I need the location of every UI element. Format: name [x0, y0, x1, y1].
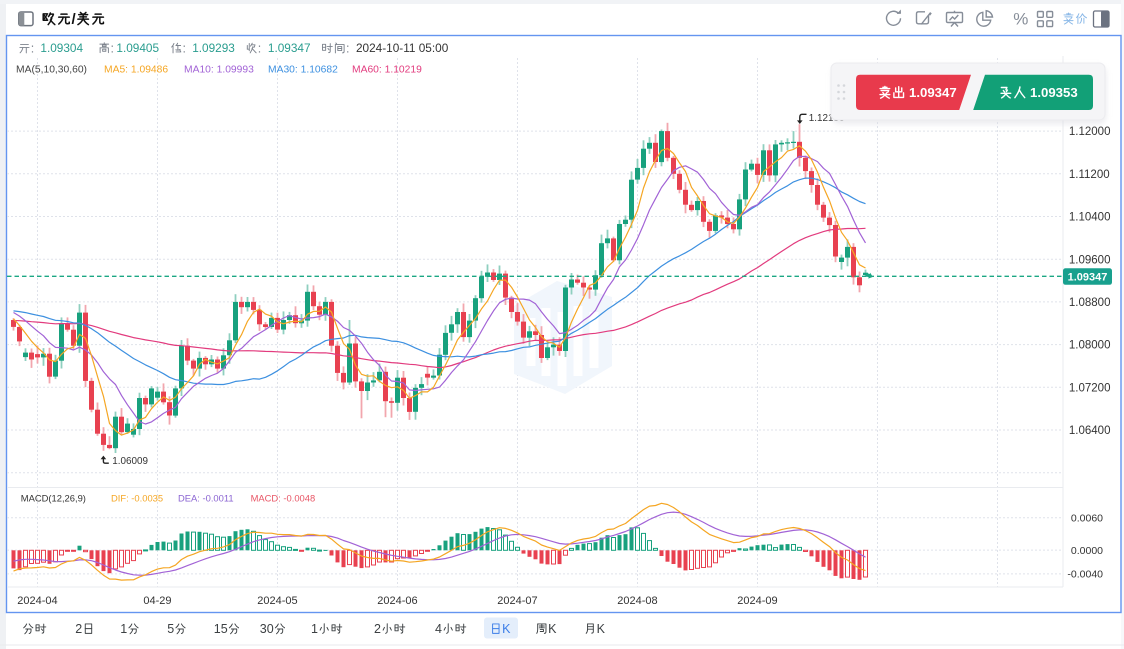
- svg-text::: :: [258, 41, 261, 55]
- svg-text:K: K: [548, 622, 557, 636]
- svg-text:MA(5,10,30,60): MA(5,10,30,60): [16, 65, 87, 76]
- svg-text:1: 1: [120, 622, 127, 636]
- svg-text::: :: [346, 41, 349, 55]
- svg-text:04-29: 04-29: [143, 595, 171, 607]
- svg-text:K: K: [502, 622, 511, 636]
- svg-text:1.12138: 1.12138: [809, 113, 845, 124]
- svg-text:1.06400: 1.06400: [1069, 425, 1111, 437]
- svg-text:1.08000: 1.08000: [1069, 340, 1111, 352]
- svg-text:MACD(12,26,9): MACD(12,26,9): [21, 492, 86, 503]
- svg-text::: :: [31, 41, 34, 55]
- svg-text:2024-05: 2024-05: [257, 595, 297, 607]
- svg-text:MA60: 1.10219: MA60: 1.10219: [352, 65, 422, 76]
- svg-text:1.09405: 1.09405: [116, 41, 159, 55]
- svg-text:DIF: -0.0035: DIF: -0.0035: [111, 492, 163, 503]
- svg-text:MA10: 1.09993: MA10: 1.09993: [184, 65, 254, 76]
- svg-text:0.0000: 0.0000: [1071, 545, 1103, 557]
- svg-text:2: 2: [75, 622, 82, 636]
- svg-text:1.09304: 1.09304: [40, 41, 83, 55]
- svg-text:2024-06: 2024-06: [377, 595, 417, 607]
- svg-text:1: 1: [311, 622, 318, 636]
- svg-text:/: /: [72, 11, 77, 28]
- svg-text:1.06009: 1.06009: [112, 456, 148, 467]
- svg-text:2: 2: [374, 622, 381, 636]
- svg-text:4: 4: [435, 622, 442, 636]
- svg-text:1.11200: 1.11200: [1069, 169, 1110, 181]
- svg-text::: :: [111, 41, 114, 55]
- svg-text:1.08800: 1.08800: [1069, 297, 1111, 309]
- svg-text:1.12000: 1.12000: [1069, 126, 1111, 138]
- svg-text:2024-09: 2024-09: [737, 595, 777, 607]
- svg-text:15: 15: [214, 622, 228, 636]
- svg-text:MA5: 1.09486: MA5: 1.09486: [104, 65, 168, 76]
- svg-text:%: %: [1013, 9, 1028, 28]
- svg-text:1.10400: 1.10400: [1069, 212, 1111, 224]
- svg-text:-0.0040: -0.0040: [1067, 569, 1103, 581]
- svg-text:MA30: 1.10682: MA30: 1.10682: [268, 65, 338, 76]
- svg-text:0.0060: 0.0060: [1071, 513, 1103, 525]
- svg-text:1.09600: 1.09600: [1069, 254, 1111, 266]
- svg-text:30: 30: [260, 622, 274, 636]
- svg-text:2024-08: 2024-08: [617, 595, 657, 607]
- svg-text:2024-07: 2024-07: [497, 595, 537, 607]
- svg-text:1.09347: 1.09347: [1068, 272, 1108, 284]
- svg-text:1.09347: 1.09347: [909, 85, 957, 100]
- svg-text:MACD: -0.0048: MACD: -0.0048: [251, 492, 316, 503]
- svg-text:5: 5: [167, 622, 174, 636]
- svg-text::: :: [183, 41, 186, 55]
- svg-text:DEA: -0.0011: DEA: -0.0011: [178, 492, 234, 503]
- svg-text:K: K: [597, 622, 606, 636]
- svg-text:1.09353: 1.09353: [1030, 85, 1078, 100]
- svg-text:1.09293: 1.09293: [192, 41, 235, 55]
- svg-text:1.09347: 1.09347: [268, 41, 311, 55]
- svg-text:1.07200: 1.07200: [1069, 382, 1111, 394]
- svg-text:2024-10-11 05:00: 2024-10-11 05:00: [356, 41, 449, 55]
- svg-text:2024-04: 2024-04: [17, 595, 57, 607]
